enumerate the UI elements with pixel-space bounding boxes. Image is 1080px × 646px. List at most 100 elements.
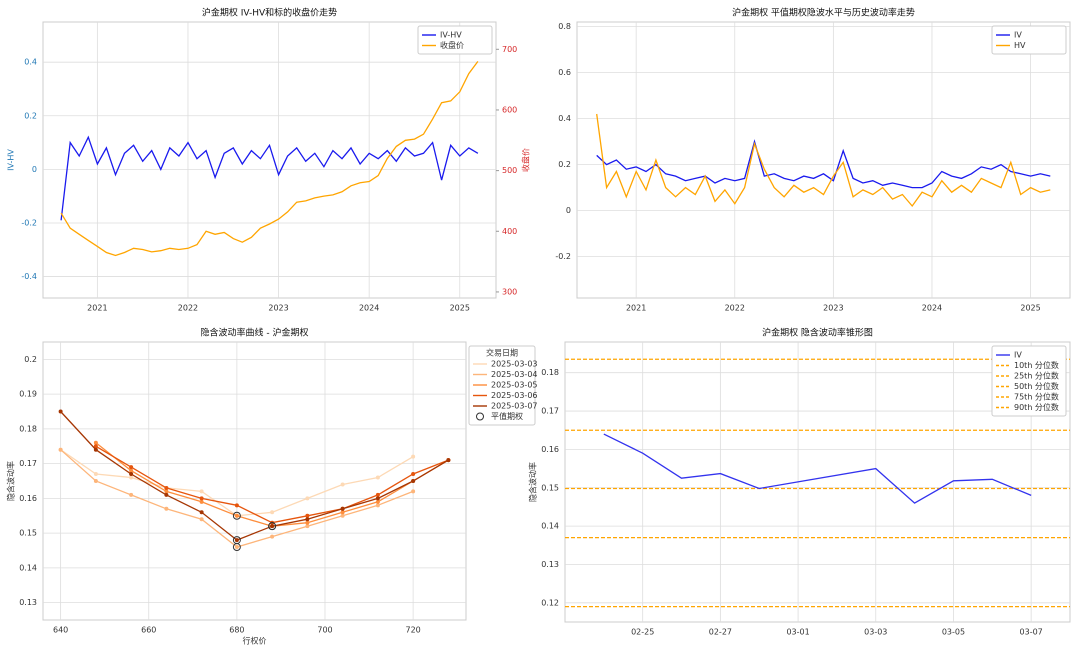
series-marker (129, 475, 134, 480)
y-tick-label: 0.14 (19, 563, 37, 572)
chart-panel: 沪金期权 IV-HV和标的收盘价走势 2021 2022 2023 2024 2025 -0… (7, 7, 531, 313)
series-marker (305, 520, 310, 525)
series-marker (305, 513, 310, 518)
series-line (603, 433, 1032, 504)
legend-label: 25th 分位数 (1014, 371, 1059, 381)
series-marker (340, 482, 345, 487)
x-tick-label: 03-03 (864, 628, 887, 637)
series-marker (93, 444, 98, 449)
series-marker (129, 492, 134, 497)
y-tick-label: 0.14 (541, 522, 559, 531)
series-marker (305, 496, 310, 501)
y-tick-label: 0.4 (558, 114, 571, 123)
y2-tick-label: 400 (502, 227, 517, 236)
series-marker (234, 538, 239, 543)
series-line (60, 411, 449, 541)
series-marker (199, 499, 204, 504)
legend-box (468, 345, 536, 426)
y-tick-label: 0.15 (19, 529, 37, 538)
x-tick-label: 680 (229, 626, 244, 635)
series-marker (234, 513, 239, 518)
chart-panel: 隐含波动率曲线 - 沪金期权 640 660 680 700 720 0.13 0.14 0.1… (6, 327, 538, 646)
x-tick-label: 02-25 (631, 628, 654, 637)
legend-title: 交易日期 (486, 348, 518, 358)
y-tick-label: -0.2 (555, 252, 571, 261)
series-marker (234, 545, 239, 550)
series-line (60, 135, 479, 221)
legend-label: 90th 分位数 (1014, 402, 1059, 412)
y-tick-label: 0.2 (24, 355, 37, 364)
series-marker (199, 489, 204, 494)
y-axis-label: 隐含波动率 (6, 461, 16, 501)
atm-marker (268, 522, 277, 531)
series-marker (375, 503, 380, 508)
series-marker (199, 517, 204, 522)
series-marker (305, 524, 310, 529)
y-axis-label: 隐含波动率 (528, 462, 538, 502)
series-marker (164, 492, 169, 497)
legend-label: 2025-03-04 (491, 370, 538, 379)
legend-label: 2025-03-06 (491, 391, 538, 400)
y-tick-label: 0.13 (19, 598, 37, 607)
x-tick-label: 720 (405, 626, 420, 635)
series-marker (411, 489, 416, 494)
series-line (60, 61, 479, 257)
legend-label: 75th 分位数 (1014, 392, 1059, 402)
series-marker (164, 485, 169, 490)
x-tick-label: 03-01 (786, 628, 809, 637)
legend-label: 10th 分位数 (1014, 360, 1059, 370)
series-marker (411, 479, 416, 483)
y-tick-label: -0.2 (21, 218, 37, 227)
y-tick-label: 0.13 (541, 560, 559, 569)
y-tick-label: 0 (566, 206, 571, 215)
chart-panel: 沪金期权 平值期权隐波水平与历史波动率走势 2021 2022 2023 2024 202… (555, 7, 1071, 313)
series-marker (340, 513, 345, 518)
y2-tick-label: 500 (502, 166, 517, 175)
plot-frame (564, 341, 1071, 623)
series-marker (58, 447, 63, 452)
y-tick-label: 0 (32, 165, 37, 174)
series-marker (375, 496, 380, 501)
legend-label: IV-HV (440, 31, 462, 40)
series-marker (270, 534, 275, 539)
legend-box (991, 345, 1067, 417)
legend-box (991, 25, 1067, 55)
x-axis-label: 行权价 (243, 636, 267, 646)
y2-axis-label: 收盘价 (521, 148, 531, 172)
y-tick-label: 0.19 (19, 390, 37, 399)
series-marker (58, 409, 63, 414)
series-marker (93, 440, 98, 445)
y-tick-label: 0.17 (19, 459, 37, 468)
legend-label: 2025-03-05 (491, 381, 538, 390)
y-tick-label: 0.18 (19, 424, 37, 433)
series-marker (375, 492, 380, 497)
y-tick-label: 0.15 (541, 483, 559, 492)
series-marker (93, 447, 98, 452)
series-marker (93, 479, 98, 483)
x-tick-label: 2023 (268, 304, 288, 313)
y2-tick-label: 300 (502, 287, 517, 296)
series-marker (305, 517, 310, 522)
atm-marker (232, 536, 241, 545)
y-tick-label: 0.17 (541, 407, 559, 416)
x-tick-label: 02-27 (709, 628, 732, 637)
y-tick-label: 0.4 (24, 58, 37, 67)
x-tick-label: 03-07 (1020, 628, 1043, 637)
x-tick-label: 2023 (823, 304, 843, 313)
legend-label: 收盘价 (440, 40, 464, 50)
atm-marker (232, 511, 241, 520)
series-marker (340, 510, 345, 515)
chart-title: 沪金期权 IV-HV和标的收盘价走势 (202, 7, 337, 19)
series-marker (129, 465, 134, 470)
series-marker (340, 506, 345, 511)
y-tick-label: 0.2 (558, 160, 571, 169)
series-marker (446, 458, 451, 463)
series-marker (411, 472, 416, 477)
x-tick-label: 2024 (922, 304, 942, 313)
legend-box (417, 25, 493, 55)
series-marker (129, 468, 134, 473)
series-marker (270, 524, 275, 529)
x-tick-label: 2025 (1020, 304, 1040, 313)
chart-panel: 沪金期权 隐含波动率锥形图 02-25 02-27 03-01 03-03 03-05 03… (528, 327, 1071, 637)
